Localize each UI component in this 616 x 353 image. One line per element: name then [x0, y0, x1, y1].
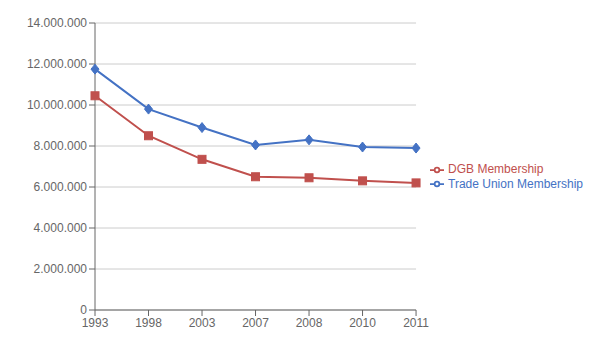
svg-text:0: 0	[80, 303, 87, 317]
svg-text:2008: 2008	[296, 316, 323, 330]
svg-text:4.000.000: 4.000.000	[34, 221, 88, 235]
svg-text:12.000.000: 12.000.000	[27, 57, 87, 71]
html-text:DGB Membership: DGB Membership	[448, 161, 544, 176]
svg-text:8.000.000: 8.000.000	[34, 139, 88, 153]
svg-text:10.000.000: 10.000.000	[27, 98, 87, 112]
html-text:Trade Union Membership: Trade Union Membership	[448, 176, 583, 191]
svg-text:14.000.000: 14.000.000	[27, 16, 87, 30]
svg-text:2011: 2011	[403, 316, 429, 330]
svg-text:2.000.000: 2.000.000	[34, 262, 88, 276]
svg-text:2007: 2007	[242, 316, 269, 330]
svg-text:1998: 1998	[135, 316, 162, 330]
svg-text:2010: 2010	[349, 316, 376, 330]
svg-text:1993: 1993	[82, 316, 109, 330]
svg-text:6.000.000: 6.000.000	[34, 180, 88, 194]
svg-text:2003: 2003	[189, 316, 216, 330]
